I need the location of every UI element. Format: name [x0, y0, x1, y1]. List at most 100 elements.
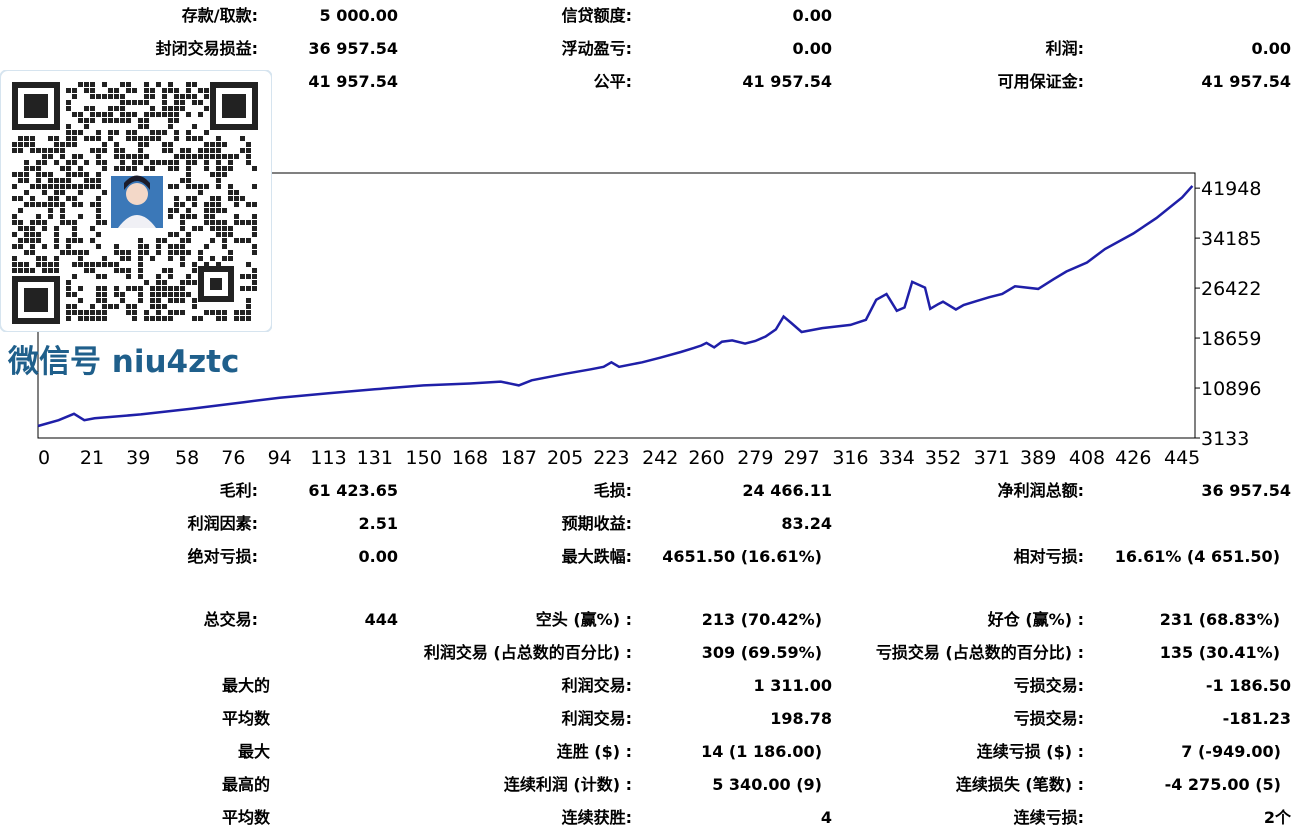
gross-loss-label: 毛损:	[593, 481, 632, 500]
x-tick-label: 223	[593, 447, 629, 469]
max-drawdown-label: 最大跌幅:	[561, 547, 632, 566]
y-tick-label: 26422	[1201, 278, 1261, 300]
x-tick-label: 445	[1164, 447, 1200, 469]
profit-trades-value: 309 (69.59%)	[701, 643, 822, 662]
x-tick-label: 260	[688, 447, 724, 469]
x-tick-label: 21	[80, 447, 104, 469]
equity-line	[37, 185, 1194, 428]
x-tick-label: 0	[38, 447, 50, 469]
x-tick-label: 297	[783, 447, 819, 469]
net-profit-value: 36 957.54	[1201, 481, 1291, 500]
max-cons-loss-value: -4 275.00 (5)	[1164, 775, 1281, 794]
rel-drawdown-value: 16.61% (4 651.50)	[1114, 547, 1280, 566]
free-margin-value: 41 957.54	[1201, 72, 1291, 91]
abs-drawdown-value: 0.00	[358, 547, 398, 566]
max-losses-label: 连续亏损 ($) :	[976, 742, 1084, 761]
largest-loss-label: 亏损交易:	[1013, 676, 1084, 695]
avg-losses-value: 2个	[1263, 808, 1291, 827]
profit-factor-value: 2.51	[358, 514, 398, 533]
x-tick-label: 242	[642, 447, 678, 469]
average2-label: 平均数	[221, 808, 270, 827]
y-tick-label: 34185	[1201, 228, 1261, 250]
maximal-label: 最高的	[221, 775, 270, 794]
gross-loss-value: 24 466.11	[742, 481, 832, 500]
x-tick-label: 94	[268, 447, 292, 469]
credit-value: 0.00	[792, 6, 832, 25]
max-cons-profit-value: 5 340.00 (9)	[712, 775, 822, 794]
x-tick-label: 39	[126, 447, 150, 469]
gross-profit-value: 61 423.65	[308, 481, 398, 500]
rel-drawdown-label: 相对亏损:	[1013, 547, 1084, 566]
total-trades-label: 总交易:	[203, 610, 258, 629]
long-label: 好仓 (赢%) :	[987, 610, 1084, 629]
x-tick-label: 316	[832, 447, 868, 469]
y-tick-label: 3133	[1201, 428, 1249, 450]
avg-wins-label: 连续获胜:	[561, 808, 632, 827]
profit-trades-label: 利润交易 (占总数的百分比) :	[423, 643, 632, 662]
free-margin-label: 可用保证金:	[997, 72, 1084, 91]
profit-factor-label: 利润因素:	[187, 514, 258, 533]
profit-label: 利润:	[1045, 39, 1084, 58]
floating-value: 0.00	[792, 39, 832, 58]
x-tick-label: 205	[547, 447, 583, 469]
x-tick-label: 58	[175, 447, 199, 469]
loss-trades-label: 亏损交易 (占总数的百分比) :	[875, 643, 1084, 662]
equity-label: 公平:	[593, 72, 632, 91]
short-value: 213 (70.42%)	[701, 610, 822, 629]
x-tick-label: 334	[879, 447, 915, 469]
largest-profit-value: 1 311.00	[753, 676, 832, 695]
maximum-label: 最大	[237, 742, 270, 761]
max-cons-loss-label: 连续损失 (笔数) :	[955, 775, 1084, 794]
x-tick-label: 389	[1020, 447, 1056, 469]
avatar	[108, 173, 166, 231]
x-tick-label: 131	[357, 447, 393, 469]
average-label: 平均数	[221, 709, 270, 728]
avg-losses-label: 连续亏损:	[1013, 808, 1084, 827]
avg-loss-label: 亏损交易:	[1013, 709, 1084, 728]
net-profit-label: 净利润总额:	[997, 481, 1084, 500]
expected-payoff-label: 预期收益:	[561, 514, 632, 533]
max-wins-label: 连胜 ($) :	[556, 742, 632, 761]
closed-pl-value: 36 957.54	[308, 39, 398, 58]
deposit-label: 存款/取款:	[181, 6, 258, 25]
x-tick-label: 76	[221, 447, 245, 469]
x-tick-label: 168	[452, 447, 488, 469]
short-label: 空头 (赢%) :	[535, 610, 632, 629]
abs-drawdown-label: 绝对亏损:	[187, 547, 258, 566]
credit-label: 信贷额度:	[561, 6, 632, 25]
y-tick-label: 10896	[1201, 378, 1261, 400]
deposit-value: 5 000.00	[319, 6, 398, 25]
max-losses-value: 7 (-949.00)	[1181, 742, 1281, 761]
y-tick-label: 18659	[1201, 328, 1261, 350]
x-tick-label: 279	[737, 447, 773, 469]
x-tick-label: 187	[501, 447, 537, 469]
profit-value: 0.00	[1251, 39, 1291, 58]
max-cons-profit-label: 连续利润 (计数) :	[503, 775, 632, 794]
max-wins-value: 14 (1 186.00)	[701, 742, 822, 761]
closed-pl-label: 封闭交易损益:	[155, 39, 258, 58]
avg-loss-value: -181.23	[1222, 709, 1291, 728]
equity-value: 41 957.54	[742, 72, 832, 91]
expected-payoff-value: 83.24	[781, 514, 832, 533]
avg-profit-label: 利润交易:	[561, 709, 632, 728]
loss-trades-value: 135 (30.41%)	[1159, 643, 1280, 662]
total-trades-value: 444	[364, 610, 398, 629]
x-tick-label: 150	[406, 447, 442, 469]
long-value: 231 (68.83%)	[1159, 610, 1280, 629]
avg-profit-value: 198.78	[770, 709, 832, 728]
balance-value: 41 957.54	[308, 72, 398, 91]
avg-wins-value: 4	[820, 808, 832, 827]
max-drawdown-value: 4651.50 (16.61%)	[662, 547, 822, 566]
y-tick-label: 41948	[1201, 178, 1261, 200]
x-tick-label: 408	[1069, 447, 1105, 469]
gross-profit-label: 毛利:	[219, 481, 258, 500]
x-tick-label: 113	[310, 447, 346, 469]
floating-label: 浮动盈亏:	[561, 39, 632, 58]
largest-profit-label: 利润交易:	[561, 676, 632, 695]
wechat-watermark: 微信号 niu4ztc	[8, 344, 240, 380]
x-tick-label: 426	[1115, 447, 1151, 469]
x-tick-label: 352	[925, 447, 961, 469]
qr-code-icon	[0, 69, 273, 333]
largest-loss-value: -1 186.50	[1205, 676, 1291, 695]
x-tick-label: 371	[974, 447, 1010, 469]
